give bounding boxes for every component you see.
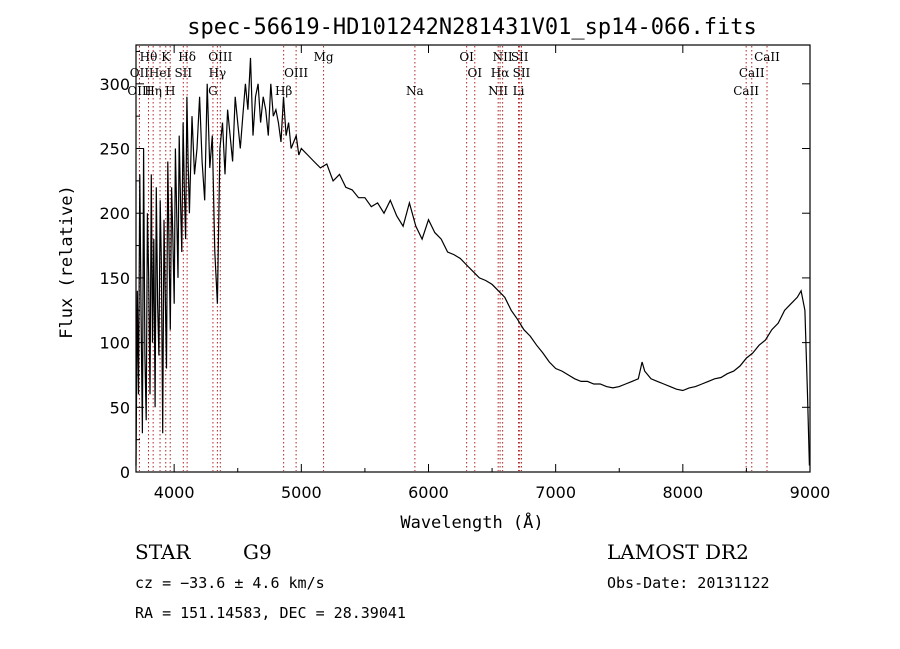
spectral-line-label: Li — [513, 84, 525, 98]
spectral-line-label: Mg — [314, 50, 334, 64]
spectral-line-label: Hδ — [178, 50, 196, 64]
y-tick-label: 250 — [99, 140, 130, 159]
x-tick-label: 7000 — [535, 483, 576, 502]
x-tick-label: 6000 — [408, 483, 449, 502]
spectral-line-label: CaII — [733, 84, 759, 98]
spectral-line-label: Na — [406, 84, 424, 98]
spectral-line-label: HeI — [149, 66, 172, 80]
x-tick-label: 8000 — [662, 483, 703, 502]
spectral-line-label: H — [165, 84, 175, 98]
spectral-line-label: SII — [513, 66, 531, 80]
coordinates-readout: RA = 151.14583, DEC = 28.39041 — [135, 604, 406, 622]
x-axis-ticks: 4000 5000 6000 7000 8000 9000 — [154, 45, 831, 502]
y-axis-label: Flux (relative) — [57, 185, 77, 339]
spectral-line-label: CaII — [739, 66, 765, 80]
x-tick-label: 9000 — [790, 483, 831, 502]
spectral-line-label: NII — [488, 84, 508, 98]
y-tick-label: 300 — [99, 75, 130, 94]
x-axis-label: Wavelength (Å) — [400, 511, 543, 533]
spectral-line-label: Hα — [491, 66, 510, 80]
observation-date: Obs-Date: 20131122 — [607, 574, 770, 592]
y-tick-label: 200 — [99, 204, 130, 223]
y-tick-label: 0 — [120, 463, 130, 482]
spectral-line-label: OII — [130, 66, 150, 80]
spectral-line-label: OIII — [127, 84, 151, 98]
y-tick-label: 50 — [110, 398, 130, 417]
x-tick-label: 5000 — [281, 483, 322, 502]
spectral-line-label: SII — [511, 50, 529, 64]
spectral-line-label: Hη — [144, 84, 162, 98]
spectral-line-label: K — [161, 50, 171, 64]
spectral-line-label: SII — [174, 66, 192, 80]
redshift-readout: cz = −33.6 ± 4.6 km/s — [135, 574, 325, 592]
object-subclass: G9 — [243, 540, 272, 564]
y-axis-ticks: 0 50 100 150 200 250 300 — [99, 50, 810, 482]
survey-name: LAMOST DR2 — [607, 540, 749, 564]
chart-title: spec-56619-HD101242N281431V01_sp14-066.f… — [187, 15, 757, 40]
spectral-line-label: OI — [467, 66, 482, 80]
x-tick-label: 4000 — [154, 483, 195, 502]
spectral-line-label: CaII — [754, 50, 780, 64]
spectral-line-label: G — [208, 84, 218, 98]
spectral-line-label: OI — [459, 50, 474, 64]
y-tick-label: 100 — [99, 334, 130, 353]
spectral-line-label: NII — [493, 50, 513, 64]
y-tick-label: 150 — [99, 269, 130, 288]
plot-frame — [135, 44, 811, 473]
spectrum-chart: spec-56619-HD101242N281431V01_sp14-066.f… — [57, 15, 831, 533]
object-class: STAR — [135, 540, 191, 564]
spectral-line-label: OIII — [284, 66, 308, 80]
spectral-line-label: Hγ — [209, 66, 227, 80]
spectral-line-label: Hβ — [275, 84, 292, 98]
spectral-line-markers — [138, 46, 768, 471]
spectrum-line — [135, 57, 810, 466]
spectral-line-label: OIII — [208, 50, 232, 64]
spectral-line-label: Hθ — [140, 50, 158, 64]
